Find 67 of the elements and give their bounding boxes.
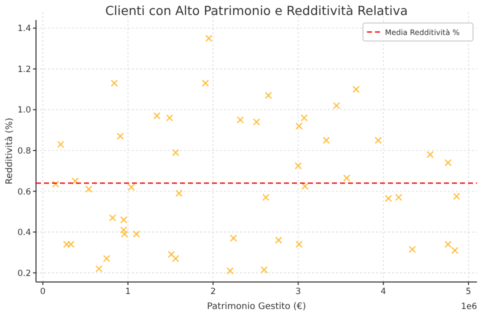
point <box>295 122 303 130</box>
x-tick-label: 1 <box>125 287 131 297</box>
point <box>236 116 244 124</box>
point <box>85 186 92 193</box>
point <box>95 265 103 272</box>
point <box>52 180 60 188</box>
point <box>103 254 110 262</box>
point <box>294 162 302 170</box>
point <box>67 240 75 248</box>
point <box>275 236 282 244</box>
point <box>322 136 330 144</box>
point <box>116 132 124 140</box>
x-tick-label: 4 <box>380 287 386 297</box>
point <box>332 102 340 110</box>
point <box>63 240 70 248</box>
x-tick-label: 2 <box>210 287 216 297</box>
x-tick-label: 5 <box>466 287 472 297</box>
point <box>374 136 382 144</box>
point <box>205 34 212 42</box>
point <box>166 114 174 122</box>
point <box>444 159 452 166</box>
point <box>444 240 452 248</box>
point <box>300 114 308 122</box>
text: 1e6 <box>460 302 477 312</box>
point <box>120 226 128 234</box>
point <box>230 234 238 242</box>
point <box>426 150 434 158</box>
point <box>120 230 128 238</box>
point <box>408 246 416 253</box>
y-tick-label: 1.4 <box>17 24 31 34</box>
y-tick-label: 0.6 <box>17 187 31 198</box>
x-axis-title: Patrimonio Gestito (€) <box>207 302 306 312</box>
y-tick-label: 0.8 <box>17 146 31 156</box>
point <box>343 174 350 182</box>
y-tick-label: 0.2 <box>17 268 31 279</box>
point <box>202 80 210 87</box>
point <box>451 246 458 254</box>
chart-title: Clienti con Alto Patrimonio e Redditività Relativa <box>105 3 408 18</box>
point <box>72 177 79 185</box>
point <box>295 240 303 248</box>
point <box>110 80 118 87</box>
point <box>352 86 360 93</box>
point <box>120 216 128 224</box>
point <box>109 214 116 222</box>
point <box>262 194 270 201</box>
y-axis-title: Redditività (%) <box>4 118 15 184</box>
point <box>452 192 460 200</box>
point <box>252 118 260 126</box>
point <box>57 140 64 148</box>
point <box>395 194 402 201</box>
y-tick-label: 0.4 <box>17 228 31 238</box>
point <box>168 250 175 258</box>
y-tick-label: 1.2 <box>17 64 31 75</box>
x-tick-label: 3 <box>296 287 301 297</box>
point <box>132 230 140 238</box>
point <box>226 267 234 274</box>
x-tick-label: 0 <box>40 287 46 297</box>
y-tick-label: 1.0 <box>17 106 31 116</box>
point <box>175 190 183 197</box>
point <box>264 92 272 100</box>
point <box>260 266 268 274</box>
point <box>153 112 160 120</box>
point <box>384 194 392 202</box>
point <box>172 148 180 156</box>
point <box>301 182 309 190</box>
point <box>128 184 135 191</box>
point <box>172 254 180 262</box>
